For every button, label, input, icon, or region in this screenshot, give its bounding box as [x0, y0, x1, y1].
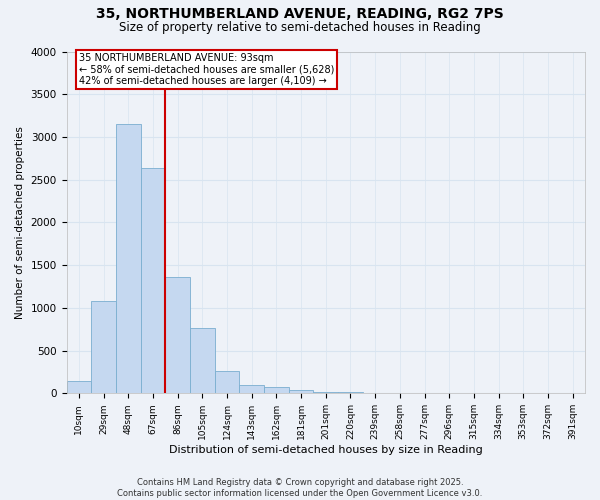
- Y-axis label: Number of semi-detached properties: Number of semi-detached properties: [15, 126, 25, 319]
- Bar: [215, 371, 239, 394]
- Bar: [313, 392, 338, 394]
- Bar: [239, 385, 264, 394]
- Text: Contains HM Land Registry data © Crown copyright and database right 2025.
Contai: Contains HM Land Registry data © Crown c…: [118, 478, 482, 498]
- X-axis label: Distribution of semi-detached houses by size in Reading: Distribution of semi-detached houses by …: [169, 445, 482, 455]
- Bar: [67, 380, 91, 394]
- Text: 35 NORTHUMBERLAND AVENUE: 93sqm
← 58% of semi-detached houses are smaller (5,628: 35 NORTHUMBERLAND AVENUE: 93sqm ← 58% of…: [79, 53, 334, 86]
- Bar: [91, 301, 116, 394]
- Text: 35, NORTHUMBERLAND AVENUE, READING, RG2 7PS: 35, NORTHUMBERLAND AVENUE, READING, RG2 …: [96, 8, 504, 22]
- Bar: [338, 392, 363, 394]
- Bar: [289, 390, 313, 394]
- Bar: [190, 328, 215, 394]
- Text: Size of property relative to semi-detached houses in Reading: Size of property relative to semi-detach…: [119, 21, 481, 34]
- Bar: [140, 168, 165, 394]
- Bar: [116, 124, 140, 394]
- Bar: [165, 277, 190, 394]
- Bar: [264, 388, 289, 394]
